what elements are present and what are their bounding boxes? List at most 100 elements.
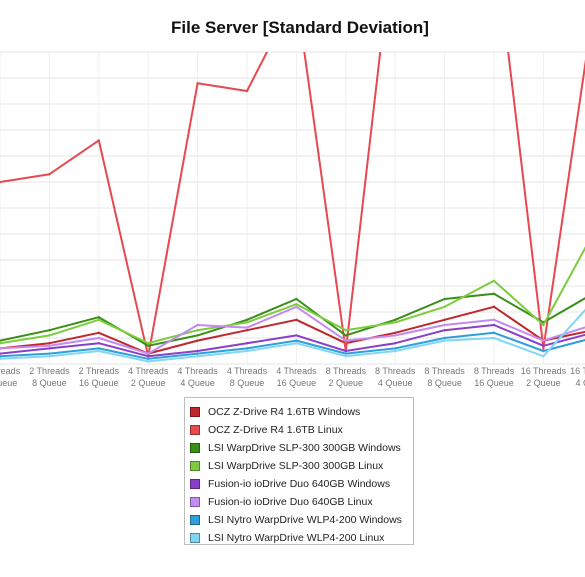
gridlines [0, 51, 585, 365]
data-point [443, 336, 446, 340]
data-point [245, 326, 249, 329]
legend-item: LSI Nytro WarpDrive WLP4-200 Windows [185, 511, 413, 529]
legend-label: OCZ Z-Drive R4 1.6TB Linux [208, 424, 343, 436]
data-point [48, 342, 51, 345]
data-point [492, 305, 496, 308]
data-point [394, 342, 397, 345]
data-point [344, 352, 347, 355]
series-7 [0, 308, 585, 363]
data-point [295, 334, 298, 337]
x-tick-label: 8 Threads 16 Queue [474, 366, 515, 388]
data-point [492, 336, 496, 340]
data-point [196, 355, 199, 358]
data-point [394, 334, 397, 337]
data-point [97, 139, 101, 142]
data-point [295, 342, 298, 345]
legend-swatch [190, 407, 200, 417]
data-point [147, 344, 150, 347]
data-point [147, 355, 150, 358]
data-point [443, 318, 446, 321]
data-point [97, 316, 101, 319]
data-point [97, 349, 101, 353]
data-point [245, 321, 249, 324]
legend-label: Fusion-io ioDrive Duo 640GB Windows [208, 478, 391, 490]
legend-label: OCZ Z-Drive R4 1.6TB Windows [208, 406, 361, 418]
data-point [245, 89, 249, 93]
data-point [245, 342, 249, 345]
data-point [492, 279, 496, 282]
data-point [344, 339, 347, 342]
data-point [443, 305, 446, 308]
legend-swatch [190, 425, 200, 435]
legend-swatch [190, 497, 200, 507]
data-point [147, 357, 150, 360]
data-point [48, 347, 51, 350]
data-point [0, 180, 2, 184]
legend-item: Fusion-io ioDrive Duo 640GB Linux [185, 493, 413, 511]
legend-item: LSI WarpDrive SLP-300 300GB Linux [185, 457, 413, 475]
data-point [394, 321, 397, 324]
data-point [443, 297, 446, 301]
legend-swatch [190, 533, 200, 543]
data-point [196, 82, 199, 85]
data-point [196, 349, 199, 353]
data-point [344, 355, 347, 358]
legend-label: Fusion-io ioDrive Duo 640GB Linux [208, 496, 373, 508]
data-point [196, 329, 199, 332]
legend-item: LSI WarpDrive SLP-300 300GB Windows [185, 439, 413, 457]
x-tick-label: 4 Threads 16 Queue [276, 366, 317, 388]
series-6 [0, 331, 585, 360]
data-point [196, 352, 199, 355]
data-point [295, 305, 298, 308]
data-point [0, 352, 2, 355]
legend-swatch [190, 443, 200, 453]
series-4 [0, 323, 585, 358]
chart-title: File Server [Standard Deviation] [171, 18, 429, 37]
legend-label: LSI Nytro WarpDrive WLP4-200 Windows [208, 514, 402, 526]
legend-label: LSI Nytro WarpDrive WLP4-200 Linux [208, 532, 385, 544]
data-point [542, 347, 545, 350]
data-point [492, 323, 496, 327]
data-point [97, 342, 101, 345]
data-point [492, 318, 496, 321]
x-tick-label: 8 Threads 4 Queue [375, 366, 416, 388]
data-point [0, 339, 2, 342]
x-tick-label: 4 Threads 8 Queue [227, 366, 268, 388]
data-point [97, 318, 101, 321]
data-point [48, 329, 51, 332]
legend-swatch [190, 461, 200, 471]
legend-label: LSI WarpDrive SLP-300 300GB Linux [208, 460, 384, 472]
data-point [295, 303, 298, 306]
data-point [344, 334, 347, 337]
x-tick-label: 2 Threads 8 Queue [29, 366, 70, 388]
data-point [147, 360, 150, 363]
data-point [97, 331, 101, 334]
x-tick-label: 8 Threads 8 Queue [424, 366, 465, 388]
series-line [0, 52, 585, 358]
data-point [48, 173, 51, 176]
data-point [344, 329, 347, 332]
series-lines [0, 52, 585, 363]
data-point [48, 352, 51, 355]
x-tick-label: 8 Threads 2 Queue [326, 366, 367, 388]
data-point [48, 344, 51, 347]
x-tick-label: 4 Threads 4 Queue [177, 366, 218, 388]
data-point [196, 334, 199, 337]
series-5 [0, 305, 585, 355]
x-tick-label: 4 Threads 2 Queue [128, 366, 169, 388]
legend-swatch [190, 479, 200, 489]
data-point [147, 342, 150, 345]
data-point [542, 349, 545, 353]
data-point [344, 349, 347, 353]
series-line [0, 308, 585, 363]
legend-item: OCZ Z-Drive R4 1.6TB Windows [185, 403, 413, 421]
data-point [147, 352, 150, 355]
data-point [97, 336, 101, 340]
legend: OCZ Z-Drive R4 1.6TB Windows OCZ Z-Drive … [184, 397, 414, 545]
data-point [443, 323, 446, 327]
data-point [0, 357, 2, 360]
series-1 [0, 52, 585, 358]
